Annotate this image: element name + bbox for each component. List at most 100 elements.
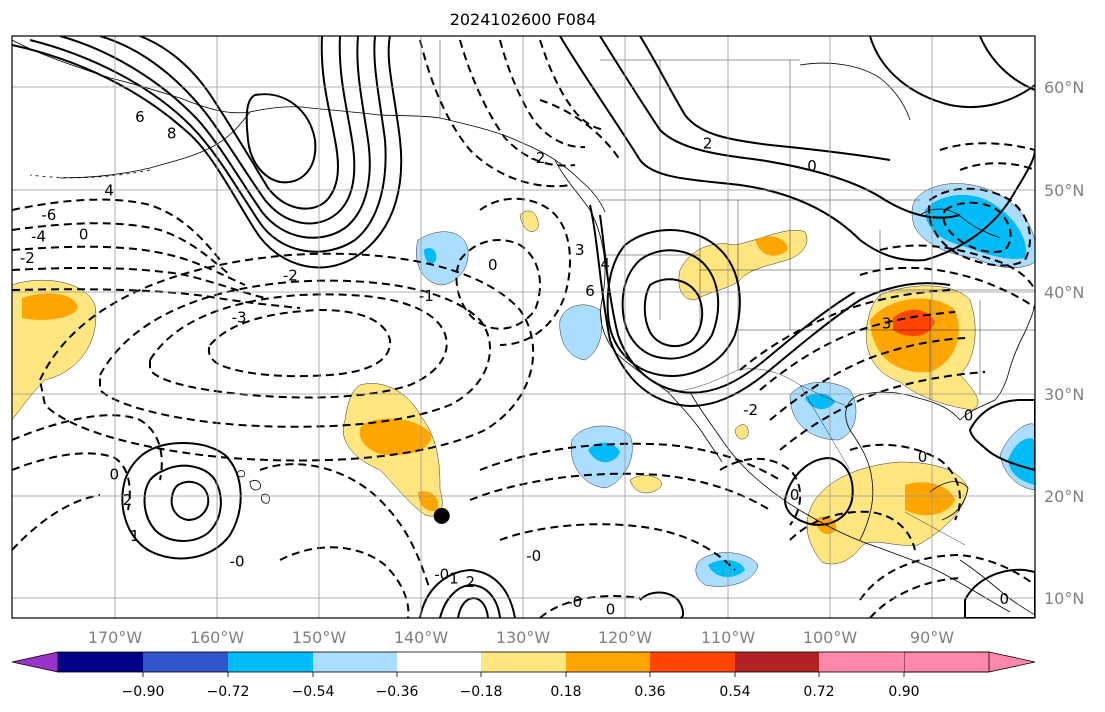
colorbar-tick-label: −0.54 <box>292 684 335 700</box>
latitude-tick-label: 30°N <box>1044 385 1084 404</box>
longitude-tick-label: 110°W <box>701 628 756 647</box>
cutoff-low-contour <box>606 229 741 377</box>
longitude-tick-label: 160°W <box>190 628 245 647</box>
contour-value-label: -2 <box>283 266 298 284</box>
colorbar-segment <box>481 652 566 672</box>
longitude-tick-label: 100°W <box>803 628 858 647</box>
colorbar-extend-right <box>903 651 1036 673</box>
hawaii-high-contour <box>143 464 222 542</box>
longitude-tick-label: 130°W <box>496 628 551 647</box>
florida-coastline <box>959 374 1009 421</box>
contour-value-label: -2 <box>743 401 758 419</box>
plains-contour <box>769 337 966 421</box>
contour-value-label: 0 <box>606 600 616 618</box>
colorbar-segment <box>819 652 904 672</box>
contour-value-label: 8 <box>167 125 177 143</box>
figure-title: 2024102600 F084 <box>450 10 597 29</box>
hawaii-island-outline <box>249 480 261 491</box>
gulf-dashed-contour <box>849 443 961 521</box>
southeast-contour <box>968 399 1035 472</box>
colorbar-segment <box>566 652 650 672</box>
aleutian-high-contour <box>12 36 403 269</box>
east-pacific-contour <box>259 463 431 591</box>
subtropical-low-contour <box>149 293 448 399</box>
colorbar-segment <box>58 652 143 672</box>
positive-anomaly-region <box>734 424 749 440</box>
east-pacific-contour <box>469 472 771 511</box>
latitude-tick-label: 10°N <box>1044 589 1084 608</box>
contour-value-label: 3 <box>882 314 892 332</box>
contour-value-label: 0 <box>488 256 498 274</box>
contour-value-label: 0 <box>790 486 800 504</box>
alaska-peninsula-coastline <box>59 111 251 179</box>
colorbar-segment <box>313 652 397 672</box>
colorbar-tick-label: 0.18 <box>550 684 581 700</box>
contour-value-label: -0 <box>230 552 245 570</box>
contour-value-label: -2 <box>530 149 545 167</box>
east-pacific-contour <box>279 546 410 618</box>
colorbar-segment <box>735 652 819 672</box>
northeast-pacific-contour <box>479 197 571 346</box>
contour-value-label: 3 <box>575 241 585 259</box>
negative-anomaly-core <box>424 248 437 264</box>
contour-value-label: 0 <box>964 406 974 424</box>
rockies-low-contour <box>599 36 961 219</box>
contour-value-label: -3 <box>232 308 247 326</box>
hawaii-high-contour <box>121 442 242 560</box>
positive-anomaly-region <box>629 475 663 494</box>
political-borders <box>439 40 1035 546</box>
trough-contour <box>599 214 856 394</box>
hawaii-island-outline <box>260 493 270 504</box>
contour-value-label: -6 <box>41 206 56 224</box>
contour-value-label: 6 <box>585 282 595 300</box>
latitude-tick-label: 40°N <box>1044 283 1084 302</box>
colorbar-tick-label: 0.90 <box>888 684 919 700</box>
colorbar-segment <box>228 652 313 672</box>
negative-anomaly-core <box>805 393 835 410</box>
mexico-pacific-coastline <box>689 391 1011 613</box>
east-pacific-contour <box>499 523 736 571</box>
southeast-alaska-coastline <box>439 117 606 213</box>
gulf-coastline <box>845 391 961 541</box>
gulf-of-alaska-contour <box>499 39 586 149</box>
hawaii-high-contour <box>170 480 210 522</box>
contour-value-label: -2 <box>20 249 35 267</box>
eastern-us-contour <box>879 244 1035 291</box>
central-america-border <box>904 511 966 546</box>
negative-contour <box>12 198 221 261</box>
colorbar-extend-left <box>11 651 59 673</box>
negative-anomaly-region <box>559 304 603 361</box>
aleutian-high-contour <box>99 36 356 225</box>
longitude-tick-label: 120°W <box>598 628 653 647</box>
contour-value-label: 1 <box>449 570 459 588</box>
aleutian-high-contour <box>29 36 387 253</box>
latitude-axis: 10°N 20°N 30°N 40°N 50°N 60°N <box>1044 78 1084 608</box>
plains-contour <box>779 371 986 451</box>
negative-contour <box>12 288 301 309</box>
longitude-tick-label: 170°W <box>88 628 143 647</box>
aleutian-islands <box>29 169 151 179</box>
great-lakes-low-contour <box>942 201 1012 253</box>
gulf-dashed-contour <box>789 510 916 551</box>
longitude-tick-label: 140°W <box>394 628 449 647</box>
subtropical-contour <box>12 414 163 481</box>
latitude-tick-label: 60°N <box>1044 78 1084 97</box>
aleutian-high-contour <box>59 36 371 239</box>
central-america-coastline <box>959 559 1035 616</box>
contour-value-label: 0 <box>807 157 817 175</box>
contour-value-label: 0 <box>110 466 120 484</box>
contour-value-label: -4 <box>31 228 46 246</box>
mexico-state-border <box>799 384 851 471</box>
contour-value-label: -1 <box>419 287 434 305</box>
plains-contour <box>739 289 951 371</box>
contour-value-label: -0 <box>526 547 541 565</box>
colorbar-tick-label: −0.36 <box>376 684 419 700</box>
east-coastline <box>1007 299 1035 376</box>
positive-anomaly-region <box>519 210 539 232</box>
cutoff-low-contour <box>621 249 720 360</box>
subtropical-low-contour <box>207 308 392 378</box>
caribbean-contour <box>859 553 1035 601</box>
colorbar-segment <box>650 652 735 672</box>
